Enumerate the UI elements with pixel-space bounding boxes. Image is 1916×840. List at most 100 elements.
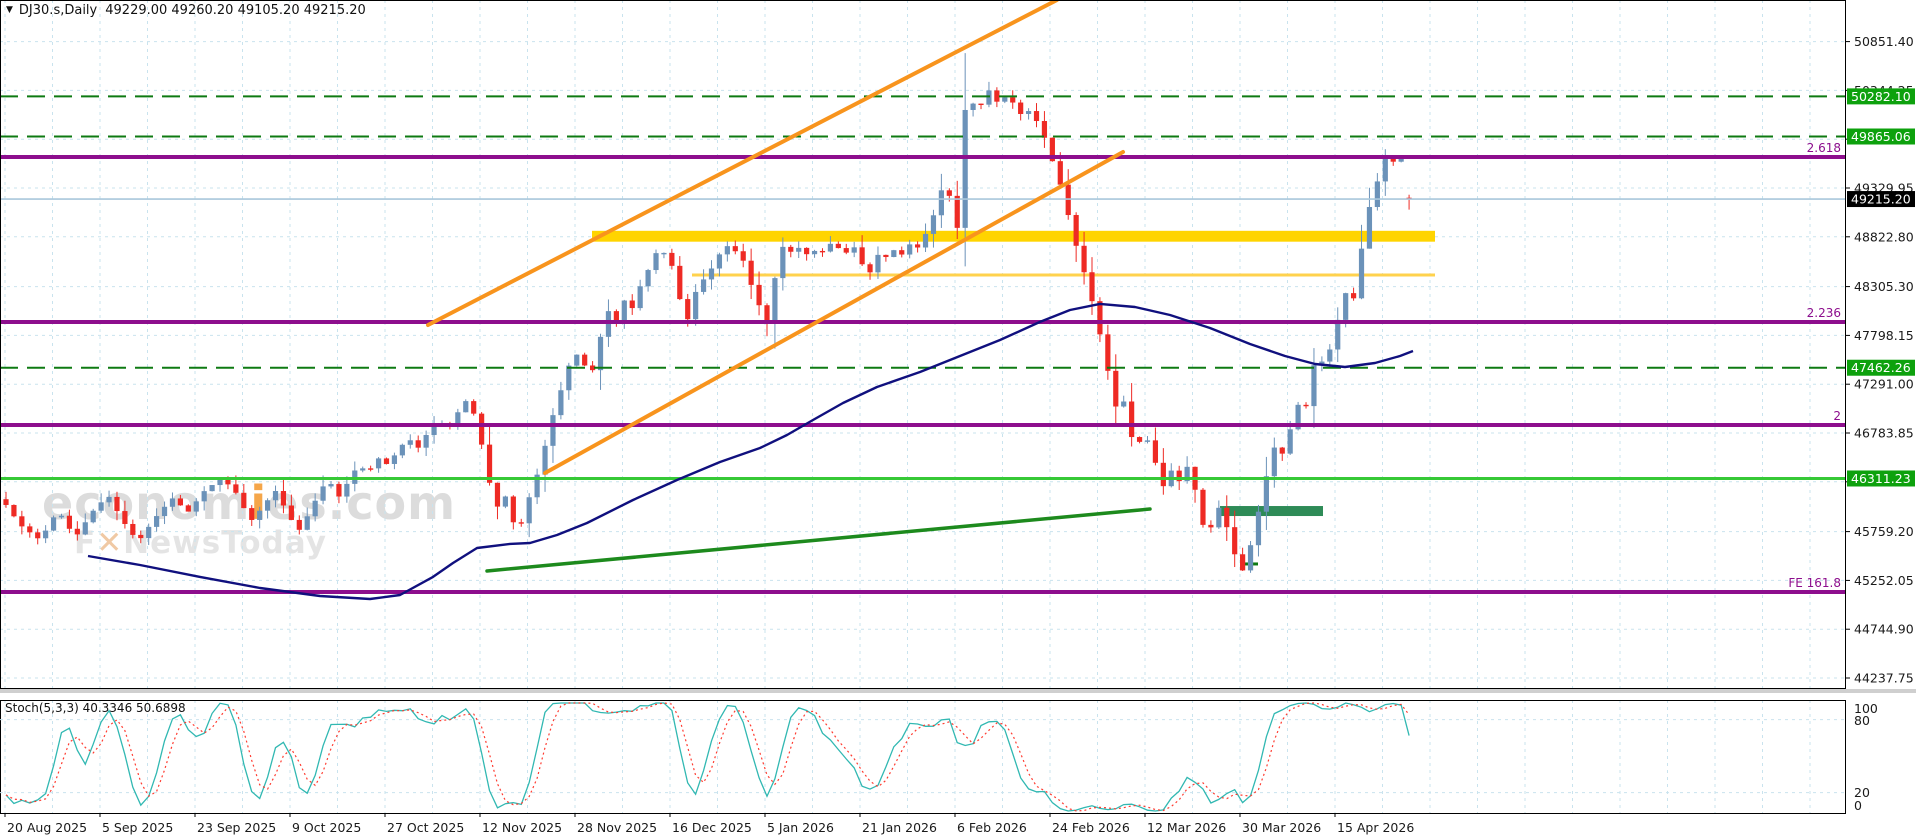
price-tick-label: 45759.20 <box>1854 524 1914 539</box>
candle-up <box>1263 476 1269 512</box>
candle-down <box>233 484 239 493</box>
candle-up <box>534 474 540 498</box>
price-tick-label: 45252.05 <box>1854 573 1914 588</box>
date-axis-label: 20 Aug 2025 <box>7 820 87 835</box>
stoch-tick-label: 0 <box>1854 798 1862 813</box>
candle-down <box>1018 102 1024 114</box>
candle-up <box>375 458 382 469</box>
candle-up <box>90 510 96 523</box>
date-axis-label: 24 Feb 2026 <box>1052 820 1130 835</box>
candle-down <box>582 354 588 366</box>
date-axis-label: 5 Jan 2026 <box>767 820 834 835</box>
candle-up <box>1002 97 1008 102</box>
candle-down <box>756 284 762 306</box>
candle-down <box>978 103 984 106</box>
candle-down <box>899 250 905 255</box>
candle-up <box>1025 111 1032 114</box>
candle-down <box>677 265 683 300</box>
candle-down <box>915 244 921 248</box>
candle-down <box>883 254 889 258</box>
candle-up <box>1343 293 1349 320</box>
candle-up <box>423 435 429 448</box>
candle-up <box>161 506 168 517</box>
candle-up <box>542 445 548 475</box>
candle-down <box>27 526 33 533</box>
candle-down <box>1200 489 1206 525</box>
candle-up <box>986 90 992 105</box>
candle-up <box>716 254 723 269</box>
watermark-logo: economies.com F✕NewsToday <box>42 480 456 559</box>
candle-up <box>891 250 897 258</box>
candle-down <box>589 365 596 371</box>
candle-up <box>796 247 802 252</box>
price-badge-green <box>1847 359 1915 376</box>
candle-up <box>922 233 929 248</box>
candle-up <box>209 485 215 492</box>
candle-down <box>19 516 25 527</box>
candle-up <box>1216 507 1222 528</box>
candle-down <box>1049 137 1055 162</box>
candle-up <box>502 496 509 507</box>
stoch-tick-label: 80 <box>1854 713 1870 728</box>
candle-down <box>288 505 294 520</box>
candle-down <box>748 260 754 285</box>
candle-down <box>1279 447 1285 454</box>
price-badge-label: 47462.26 <box>1851 360 1911 375</box>
candle-down <box>479 413 485 445</box>
candle-down <box>280 491 287 506</box>
date-axis-label: 27 Oct 2025 <box>387 820 464 835</box>
candle-up <box>1398 158 1404 162</box>
candle-up <box>154 516 160 527</box>
candle-down <box>296 519 302 530</box>
date-axis-label: 12 Nov 2025 <box>482 820 562 835</box>
price-badge-black <box>1847 191 1915 208</box>
candle-up <box>724 246 730 255</box>
candle-down <box>74 528 80 535</box>
moving-average-line <box>87 302 1414 601</box>
candle-up <box>637 286 643 309</box>
candle-up <box>962 109 968 228</box>
fibonacci-level-label: 2 <box>1833 409 1841 423</box>
candle-up <box>1327 349 1333 362</box>
price-tick-label: 47798.15 <box>1854 328 1914 343</box>
candle-down <box>1303 404 1309 407</box>
candle-down <box>1176 470 1182 482</box>
candle-down <box>1057 161 1063 185</box>
candle-down <box>613 311 619 321</box>
candle-down <box>1033 111 1040 122</box>
candle-down <box>740 251 746 261</box>
candle-down <box>819 250 826 253</box>
price-tick-label: 44237.75 <box>1854 671 1914 686</box>
candle-up <box>693 291 699 320</box>
candle-up <box>201 491 207 502</box>
candle-up <box>264 500 271 511</box>
watermark-subbrand: F✕NewsToday <box>74 525 327 561</box>
candle-up <box>550 415 556 446</box>
candle-up <box>463 401 469 413</box>
candle-up <box>780 246 786 279</box>
candle-up <box>930 215 937 234</box>
candle-up <box>653 253 659 271</box>
candle-down <box>994 90 1000 102</box>
candle-down <box>835 243 841 249</box>
candle-up <box>1311 365 1317 407</box>
candle-down <box>1350 293 1357 299</box>
candle-up <box>106 496 112 503</box>
candle-down <box>669 252 675 266</box>
candle-up <box>407 440 413 445</box>
candle-down <box>486 444 493 483</box>
date-axis-label: 23 Sep 2025 <box>197 820 276 835</box>
candle-up <box>827 243 834 252</box>
price-badge-label: 49865.06 <box>1851 129 1911 144</box>
candle-up <box>700 279 707 292</box>
candle-down <box>185 505 191 512</box>
candle-up <box>708 268 715 280</box>
symbol-dropdown-icon[interactable]: ▼ <box>6 5 13 15</box>
candle-up <box>1374 181 1380 208</box>
candle-up <box>257 510 263 520</box>
candle-up <box>772 278 778 324</box>
main-chart-border <box>0 0 1846 689</box>
date-axis-label: 5 Sep 2025 <box>102 820 173 835</box>
